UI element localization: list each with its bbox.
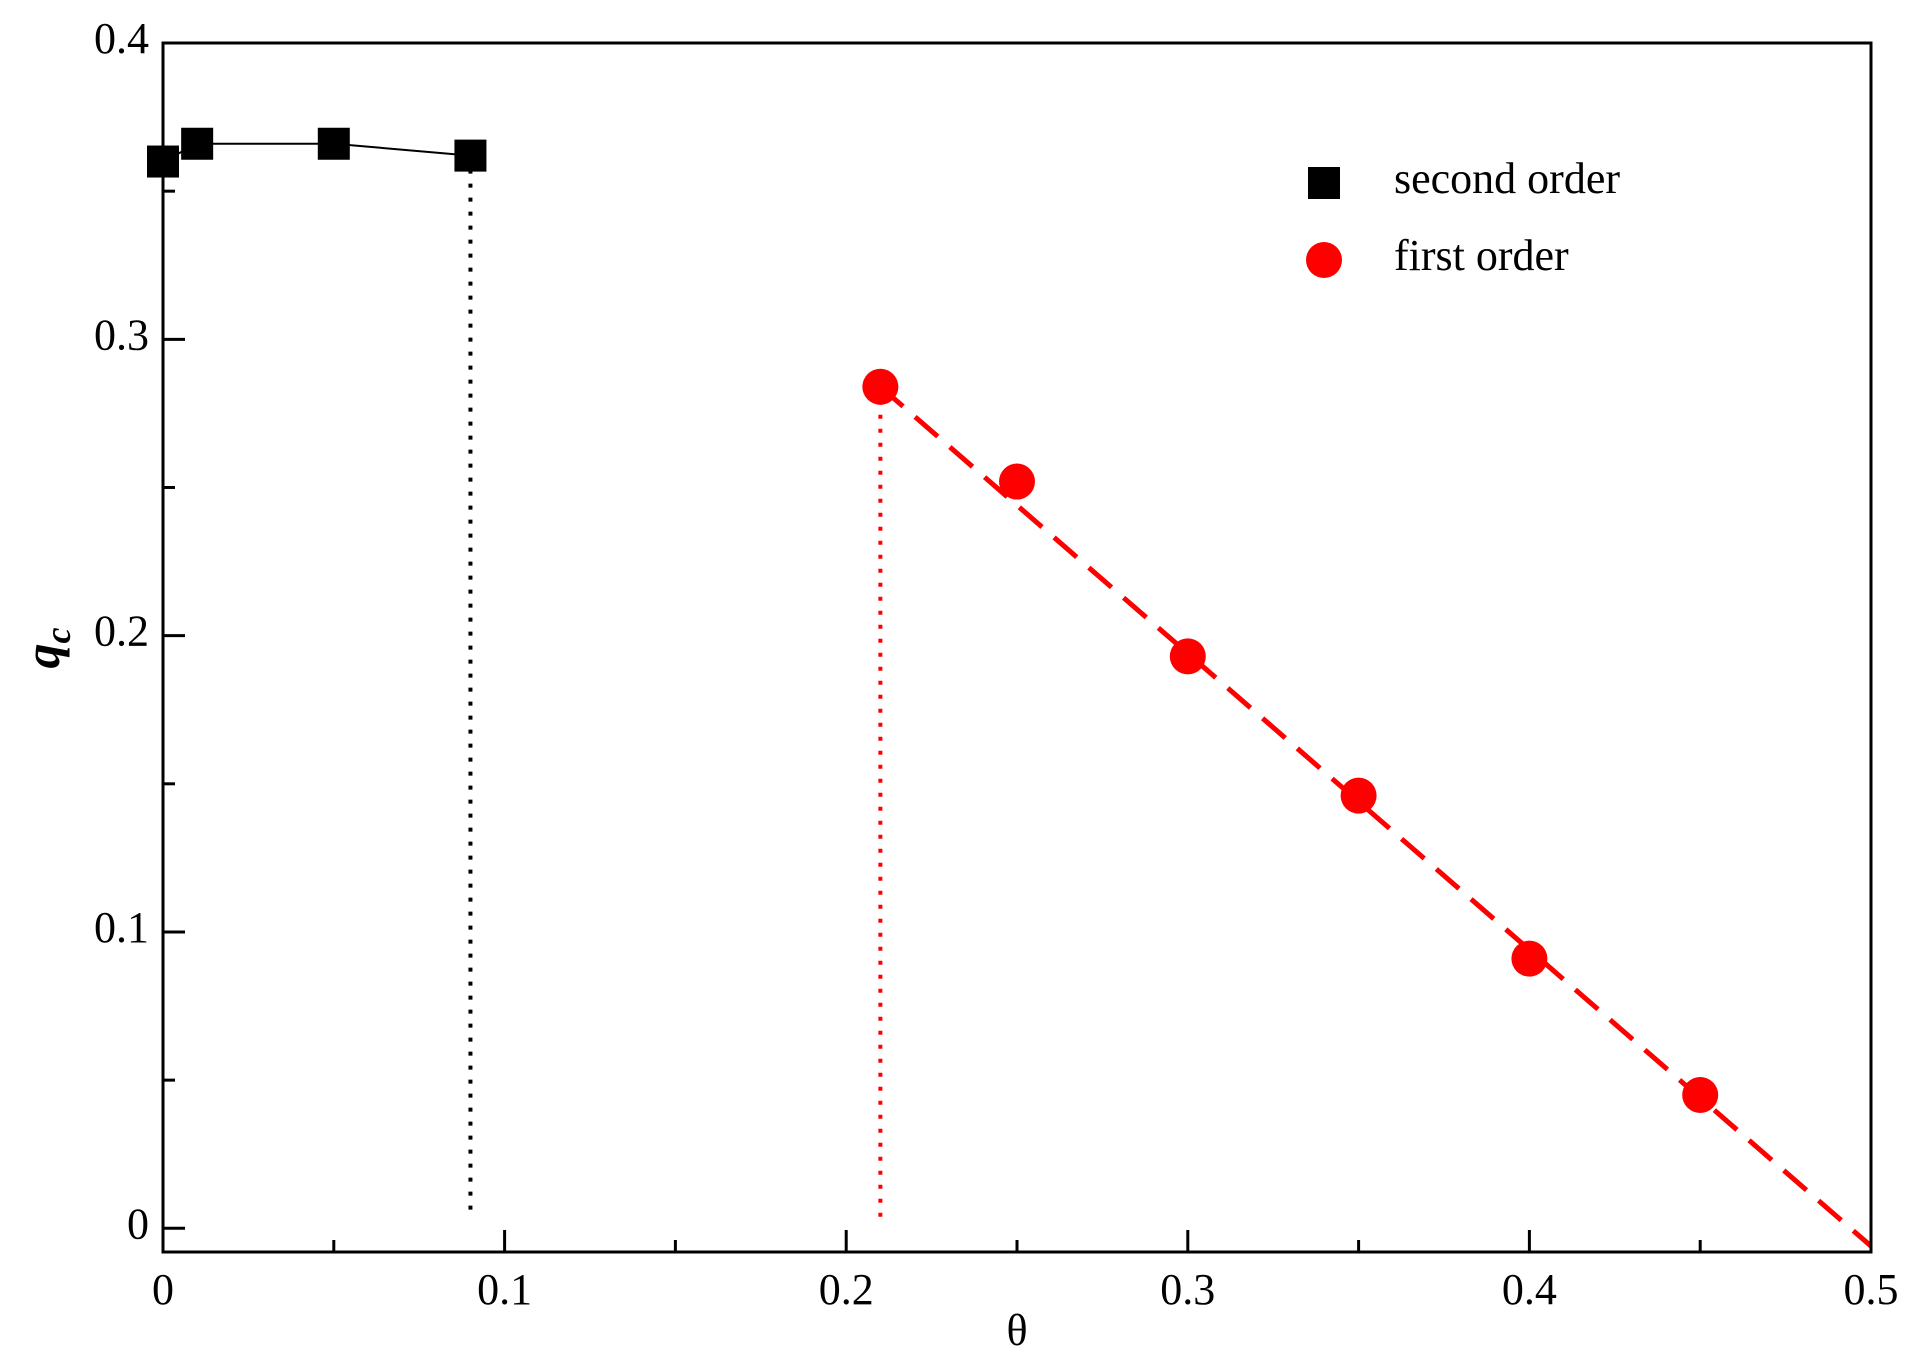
legend-marker <box>1306 242 1342 278</box>
x-tick-label: 0.4 <box>1502 1265 1557 1314</box>
legend-marker <box>1308 167 1340 199</box>
y-axis-label-sub: c <box>38 627 78 643</box>
y-tick-label: 0.3 <box>94 310 149 359</box>
y-tick-label: 0.2 <box>94 607 149 656</box>
point <box>1340 777 1377 814</box>
point <box>1169 638 1206 675</box>
point <box>317 127 350 160</box>
fit-line <box>878 384 1873 1248</box>
point <box>454 139 487 172</box>
y-tick-label: 0.1 <box>94 903 149 952</box>
x-tick-label: 0.1 <box>477 1265 532 1314</box>
point <box>181 127 214 160</box>
x-tick-label: 0 <box>152 1265 174 1314</box>
y-tick-label: 0.4 <box>94 14 149 63</box>
x-tick-label: 0.5 <box>1844 1265 1899 1314</box>
legend-label: first order <box>1394 231 1569 280</box>
y-tick-label: 0 <box>127 1199 149 1248</box>
point <box>862 368 899 405</box>
x-tick-label: 0.3 <box>1160 1265 1215 1314</box>
x-axis-label: θ <box>1006 1306 1027 1355</box>
legend-label: second order <box>1394 154 1620 203</box>
x-tick-label: 0.2 <box>819 1265 874 1314</box>
point <box>1682 1076 1719 1113</box>
y-axis-label-main: q <box>14 643 70 668</box>
plot-frame <box>161 41 1873 1254</box>
point <box>1511 940 1548 977</box>
series-line <box>162 142 471 163</box>
point <box>999 463 1035 500</box>
y-axis-label: qc <box>14 627 78 668</box>
